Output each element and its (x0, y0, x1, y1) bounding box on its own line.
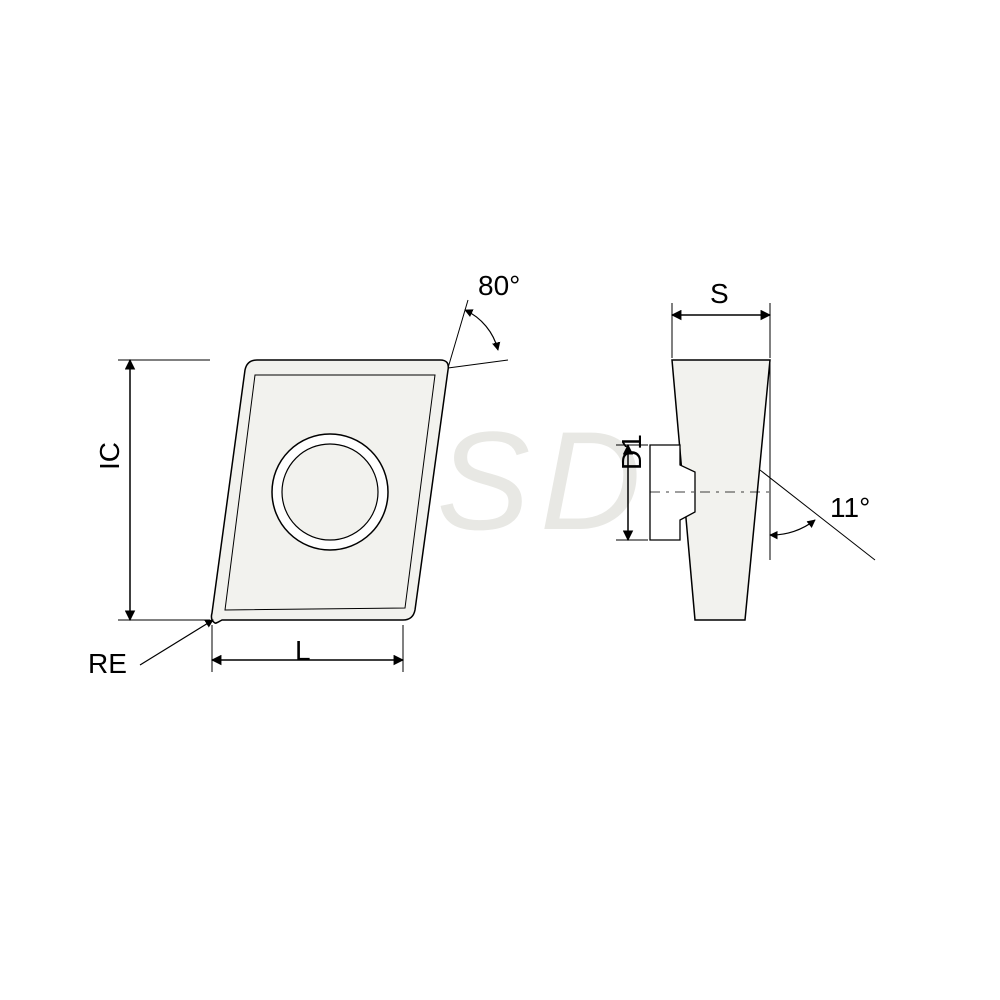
label-d1: D1 (616, 434, 648, 470)
front-view (211, 360, 448, 623)
label-s: S (710, 278, 729, 310)
center-hole-inner (282, 444, 378, 540)
leader-re (140, 620, 213, 665)
dimension-s (672, 303, 770, 358)
label-angle-80: 80° (478, 270, 520, 302)
angle-80-callout (448, 300, 508, 368)
label-angle-11: 11° (830, 492, 870, 524)
side-view (650, 360, 770, 620)
label-ic: IC (94, 442, 126, 470)
dimension-ic (118, 360, 210, 620)
label-l: L (295, 635, 311, 667)
label-re: RE (88, 648, 127, 680)
angle-11-callout (760, 360, 875, 560)
